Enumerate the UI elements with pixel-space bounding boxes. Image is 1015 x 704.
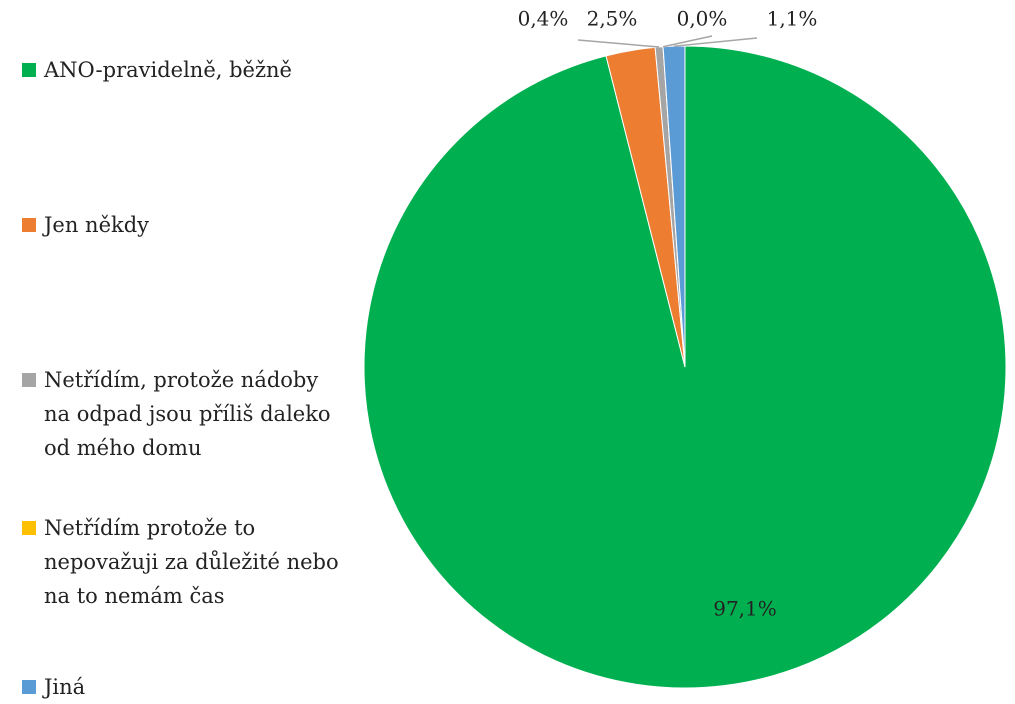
data-label: 2,5% xyxy=(587,7,638,31)
legend-item: Netřídím protože to nepovažuji za důleži… xyxy=(22,511,342,613)
leader-line xyxy=(662,35,713,48)
leader-line xyxy=(577,39,660,48)
legend-label: Jiná xyxy=(44,675,86,699)
legend-label: ANO-pravidelně, běžně xyxy=(44,58,292,82)
legend-swatch xyxy=(22,63,36,77)
data-label: 0,0% xyxy=(677,7,728,31)
legend-label: Netřídím, protože nádoby na odpad jsou p… xyxy=(44,368,331,460)
legend-swatch xyxy=(22,373,36,387)
legend-swatch xyxy=(22,680,36,694)
legend-item: Jen někdy xyxy=(22,208,342,242)
leader-line xyxy=(673,37,758,47)
data-label: 97,1% xyxy=(713,597,777,621)
data-label: 1,1% xyxy=(767,7,818,31)
legend-swatch xyxy=(22,218,36,232)
legend-item: Netřídím, protože nádoby na odpad jsou p… xyxy=(22,363,342,465)
legend-item: ANO-pravidelně, běžně xyxy=(22,53,342,87)
legend-item: Jiná xyxy=(22,670,342,704)
legend-label: Netřídím protože to nepovažuji za důleži… xyxy=(44,516,339,608)
data-label: 0,4% xyxy=(518,7,569,31)
legend-swatch xyxy=(22,521,36,535)
legend-label: Jen někdy xyxy=(44,213,150,237)
